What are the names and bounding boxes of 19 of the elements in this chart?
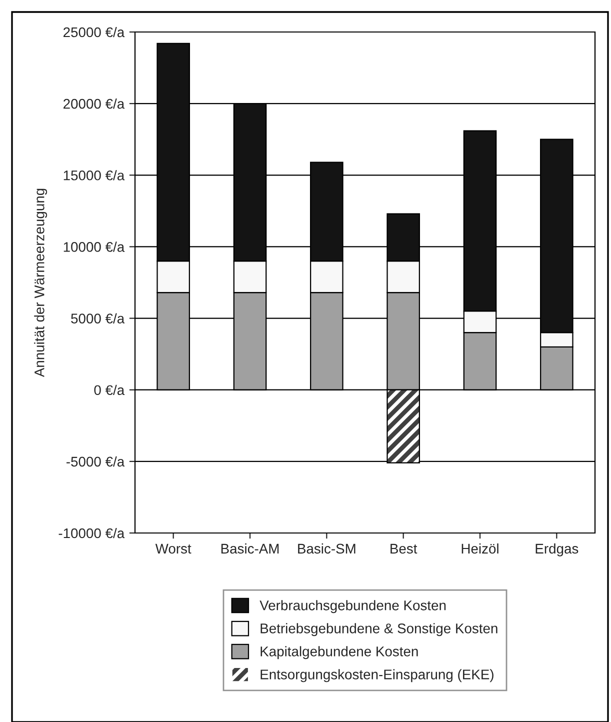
legend-label: Betriebsgebundene & Sonstige Kosten	[260, 623, 498, 636]
y-tick-label: 25000 €/a	[64, 26, 125, 38]
y-tick-label: 0 €/a	[94, 384, 125, 396]
legend-label: Kapitalgebundene Kosten	[260, 646, 418, 660]
y-tick-label: 10000 €/a	[64, 242, 125, 252]
y-tick-label: -5000 €/a	[66, 456, 125, 467]
x-tick-label: Best	[390, 544, 418, 554]
y-tick-label: 20000 €/a	[64, 98, 125, 109]
y-axis-title: Annuität der Wärmeerzeugung	[34, 188, 48, 378]
x-tick-label: Worst	[155, 544, 192, 554]
x-tick-label: Basic-AM	[221, 543, 279, 554]
y-tick-label: 15000 €/a	[64, 170, 125, 180]
x-tick-label: Erdgas	[536, 543, 578, 556]
y-tick-label: -10000 €/a	[58, 528, 125, 538]
legend-label: Entsorgungskosten-Einsparung (EKE)	[260, 669, 494, 682]
y-tick-label: 5000 €/a	[71, 313, 125, 324]
x-tick-label: Heizöl	[462, 543, 498, 554]
x-tick-label: Basic-SM	[298, 543, 356, 554]
legend-label: Verbrauchsgebundene Kosten	[260, 600, 446, 614]
